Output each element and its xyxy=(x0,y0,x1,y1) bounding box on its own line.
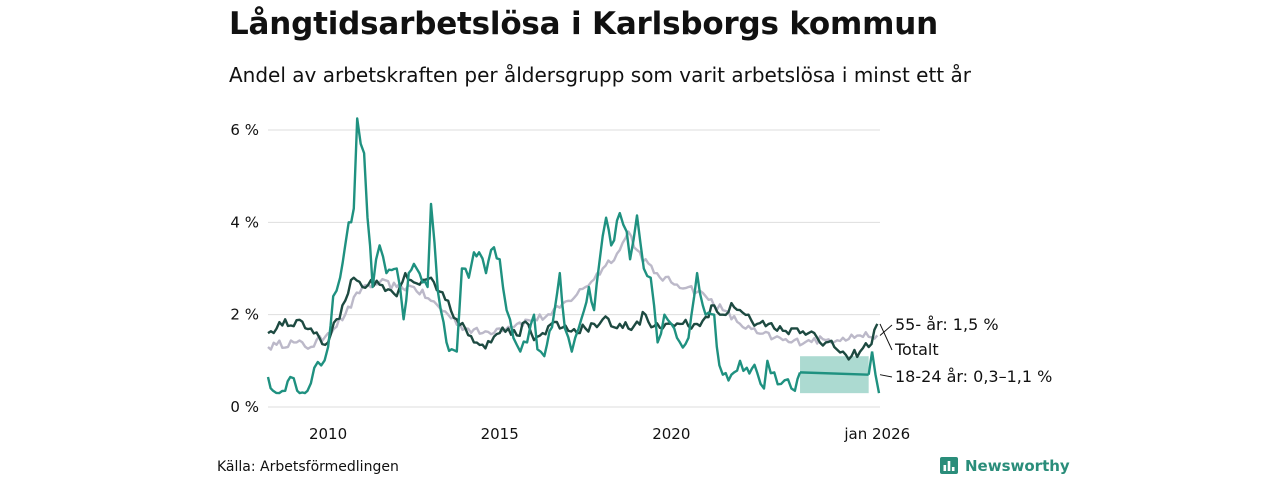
y-tick-label: 6 % xyxy=(230,121,259,139)
source-note: Källa: Arbetsförmedlingen xyxy=(217,459,399,475)
bar-chart-icon xyxy=(940,457,958,474)
forecast-band-group xyxy=(799,351,881,394)
brand-logo[interactable]: Newsworthy xyxy=(939,456,1070,476)
forecast-end-line xyxy=(867,351,881,394)
x-tick-label: jan 2026 xyxy=(843,425,910,443)
series-labels: 55- år: 1,5 % Totalt 18-24 år: 0,3–1,1 % xyxy=(879,315,1052,386)
chart-title: Långtidsarbetslösa i Karlsborgs kommun xyxy=(229,6,938,42)
label-leader xyxy=(879,324,893,336)
series-label-total: Totalt xyxy=(894,340,939,359)
y-axis-ticks: 0 % 2 % 4 % 6 % xyxy=(230,121,259,416)
x-axis-ticks: 2010 2015 2020 jan 2026 xyxy=(309,425,910,443)
x-tick-label: 2010 xyxy=(309,425,347,443)
brand-name: Newsworthy xyxy=(965,457,1070,475)
forecast-center-line xyxy=(799,371,869,376)
y-tick-label: 2 % xyxy=(230,306,259,324)
y-tick-label: 4 % xyxy=(230,213,259,231)
series-label-older: 55- år: 1,5 % xyxy=(895,315,999,334)
label-leader xyxy=(879,323,893,351)
series-line-total xyxy=(267,271,879,361)
label-leader xyxy=(879,374,893,378)
x-tick-label: 2015 xyxy=(481,425,519,443)
chart-subtitle: Andel av arbetskraften per åldersgrupp s… xyxy=(229,63,971,87)
gridlines xyxy=(268,129,880,408)
x-tick-label: 2020 xyxy=(652,425,690,443)
series-line-older xyxy=(267,230,879,351)
series-label-young: 18-24 år: 0,3–1,1 % xyxy=(895,367,1052,386)
y-tick-label: 0 % xyxy=(230,398,259,416)
series-lines xyxy=(266,117,879,395)
series-line-young xyxy=(266,117,802,395)
